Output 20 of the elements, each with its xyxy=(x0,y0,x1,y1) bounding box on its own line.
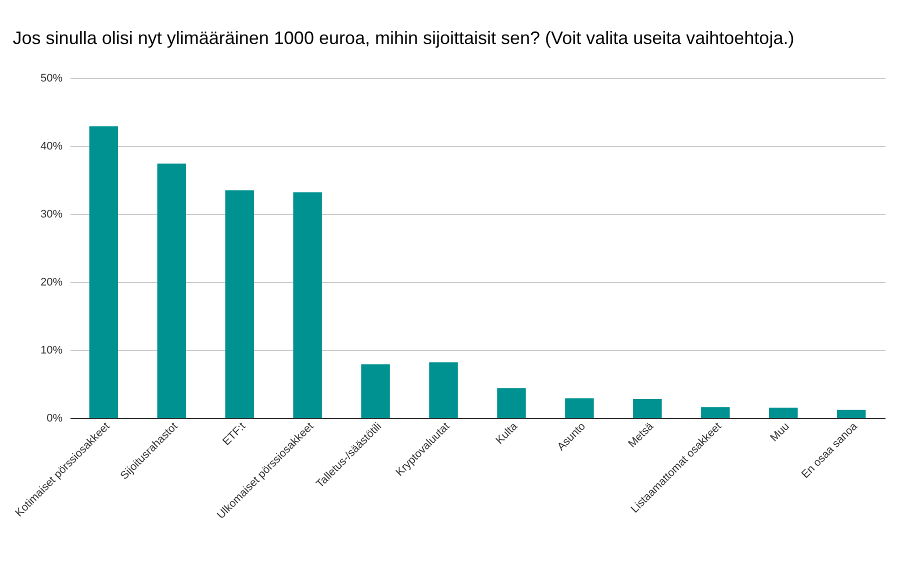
chart-title: Jos sinulla olisi nyt ylimääräinen 1000 euroa, mihin sijoittaisit sen? (Voit valita useita vaihtoehtoja.) xyxy=(12,28,794,48)
bar xyxy=(497,388,526,418)
bar xyxy=(157,164,186,418)
x-tick-label: Muu xyxy=(768,420,792,444)
y-tick-label: 40% xyxy=(40,140,63,152)
y-tick-label: 0% xyxy=(46,412,63,424)
bar xyxy=(429,362,458,418)
bar xyxy=(769,408,798,418)
bar xyxy=(633,398,662,418)
y-tick-label: 10% xyxy=(40,344,63,356)
bar xyxy=(89,126,118,418)
bar xyxy=(565,398,594,418)
bar xyxy=(225,190,254,418)
bar xyxy=(361,364,390,418)
bar xyxy=(701,407,730,418)
y-tick-label: 30% xyxy=(40,208,63,220)
bar xyxy=(836,410,866,418)
y-tick-label: 20% xyxy=(40,276,63,288)
bar xyxy=(293,192,322,418)
y-tick-label: 50% xyxy=(40,72,63,84)
